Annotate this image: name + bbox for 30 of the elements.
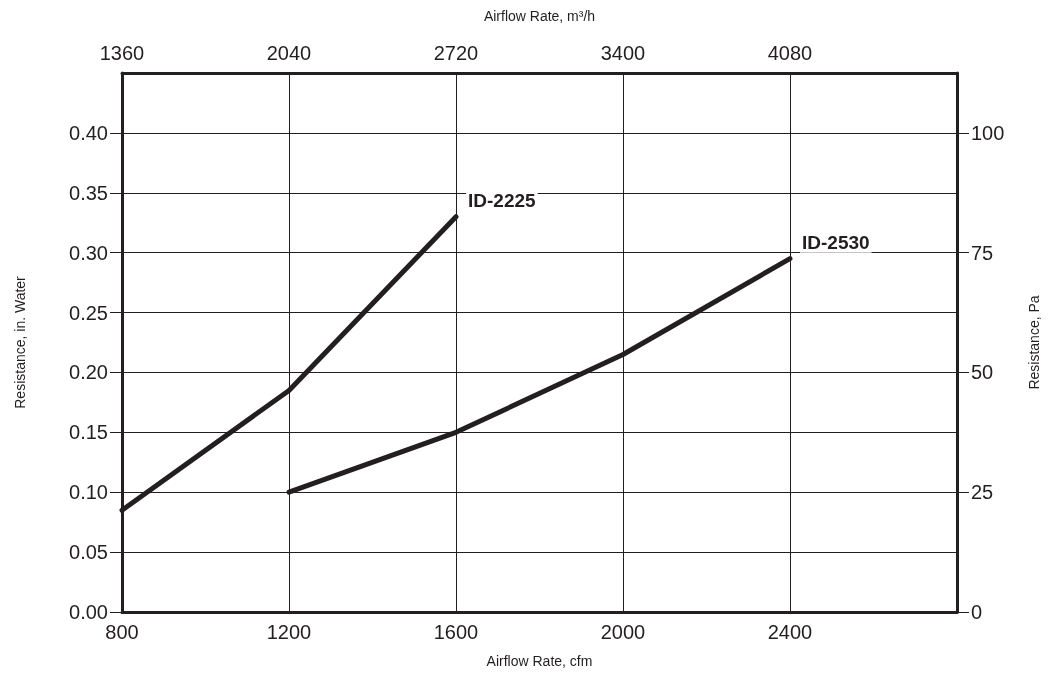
y-tick-label: 0.00 xyxy=(69,601,108,623)
y2-tick-label: 75 xyxy=(971,241,994,264)
y2-tick-label: 50 xyxy=(971,361,994,384)
y-tick-label: 0.40 xyxy=(69,121,108,144)
y-tick-label: 0.15 xyxy=(69,421,108,444)
x2-axis-title: Airflow Rate, m³/h xyxy=(483,8,596,24)
y-tick-label: 0.10 xyxy=(69,481,108,504)
x-axis-title: Airflow Rate, cfm xyxy=(486,653,593,669)
x2-tick-label: 3400 xyxy=(600,42,646,64)
x-tick-label: 2000 xyxy=(600,621,646,643)
y-tick-label: 0.05 xyxy=(69,541,108,564)
y2-tick-label: 25 xyxy=(971,481,994,504)
y-tick-label: 0.20 xyxy=(69,361,108,384)
series-label: ID-2530 xyxy=(802,231,870,253)
y-tick-label: 0.25 xyxy=(69,301,108,324)
x2-tick-label: 1360 xyxy=(99,42,145,64)
x-tick-label: 800 xyxy=(105,621,139,643)
y2-tick-label: 0 xyxy=(971,601,983,623)
x-tick-label: 1200 xyxy=(266,621,312,643)
y2-axis-title: Resistance, Pa xyxy=(1026,295,1042,390)
y-axis-title: Resistance, in. Water xyxy=(12,275,28,409)
series-label: ID-2225 xyxy=(468,189,537,211)
y2-tick-label: 100 xyxy=(971,121,1005,144)
x-tick-label: 1600 xyxy=(433,621,479,643)
y-tick-label: 0.35 xyxy=(69,181,108,204)
x2-tick-label: 2720 xyxy=(433,42,479,64)
x-tick-label: 2400 xyxy=(767,621,813,643)
y-tick-label: 0.30 xyxy=(69,241,108,264)
x2-tick-label: 2040 xyxy=(266,42,312,64)
x2-tick-label: 4080 xyxy=(767,42,813,64)
